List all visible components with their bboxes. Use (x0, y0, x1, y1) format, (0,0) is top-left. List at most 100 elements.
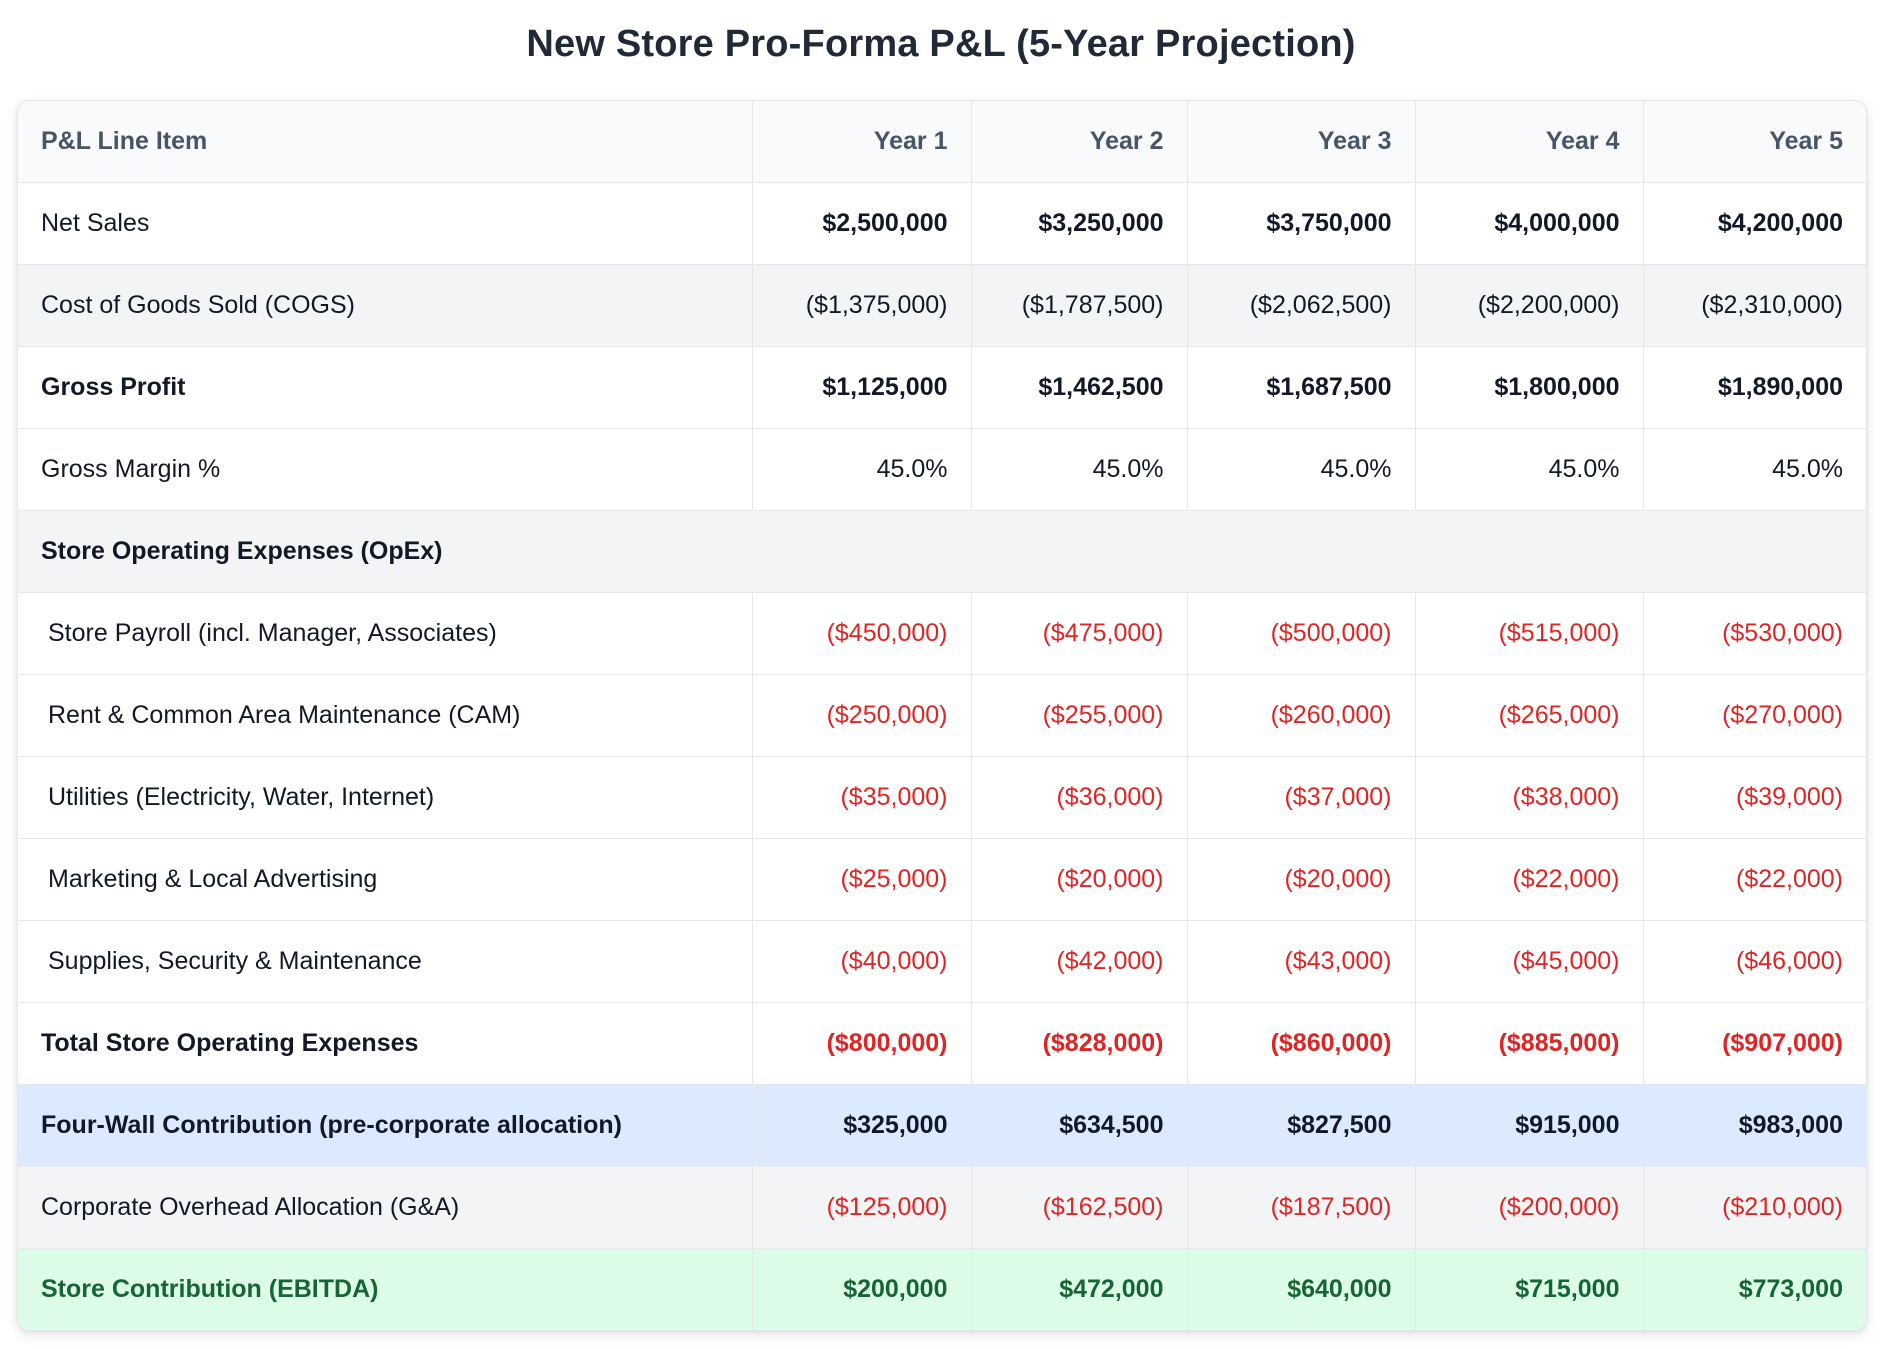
cell-value: ($255,000) (971, 674, 1188, 757)
cell-value: 45.0% (971, 428, 1188, 511)
cell-value: ($22,000) (1643, 838, 1866, 921)
cell-value: ($20,000) (971, 838, 1188, 921)
row-label: Supplies, Security & Maintenance (18, 920, 753, 1003)
cell-value: ($40,000) (752, 920, 972, 1003)
cell-value: ($260,000) (1187, 674, 1416, 757)
row-label: Four-Wall Contribution (pre-corporate al… (18, 1084, 753, 1167)
cell-value: $827,500 (1187, 1084, 1416, 1167)
cell-value: 45.0% (1415, 428, 1644, 511)
cell-value: ($250,000) (752, 674, 972, 757)
row-label: Cost of Goods Sold (COGS) (18, 264, 753, 347)
row-net-sales: Net Sales $2,500,000 $3,250,000 $3,750,0… (18, 182, 1866, 265)
row-label: Rent & Common Area Maintenance (CAM) (18, 674, 753, 757)
cell-value: ($1,375,000) (752, 264, 972, 347)
cell-value: ($270,000) (1643, 674, 1866, 757)
cell-value: $2,500,000 (752, 182, 972, 265)
cell-value: ($39,000) (1643, 756, 1866, 839)
cell-value: $1,462,500 (971, 346, 1188, 429)
cell-value: $3,750,000 (1187, 182, 1416, 265)
cell-value: ($2,200,000) (1415, 264, 1644, 347)
cell-value: ($36,000) (971, 756, 1188, 839)
cell-value: ($22,000) (1415, 838, 1644, 921)
row-store-payroll: Store Payroll (incl. Manager, Associates… (18, 592, 1866, 675)
cell-value: $325,000 (752, 1084, 972, 1167)
row-gross-margin: Gross Margin % 45.0% 45.0% 45.0% 45.0% 4… (18, 428, 1866, 511)
pl-table-card: P&L Line Item Year 1 Year 2 Year 3 Year … (17, 100, 1867, 1331)
cell-value: ($450,000) (752, 592, 972, 675)
cell-value: $715,000 (1415, 1248, 1644, 1330)
cell-value: ($530,000) (1643, 592, 1866, 675)
column-header-year-2: Year 2 (971, 101, 1188, 183)
row-label: Gross Profit (18, 346, 753, 429)
cell-value: ($25,000) (752, 838, 972, 921)
row-label: Store Payroll (incl. Manager, Associates… (18, 592, 753, 675)
cell-value: ($46,000) (1643, 920, 1866, 1003)
row-label: Gross Margin % (18, 428, 753, 511)
row-cogs: Cost of Goods Sold (COGS) ($1,375,000) (… (18, 264, 1866, 347)
row-corporate-overhead: Corporate Overhead Allocation (G&A) ($12… (18, 1166, 1866, 1249)
column-header-year-3: Year 3 (1187, 101, 1416, 183)
cell-value: ($162,500) (971, 1166, 1188, 1249)
cell-value: $983,000 (1643, 1084, 1866, 1167)
cell-value: ($500,000) (1187, 592, 1416, 675)
row-four-wall-contribution: Four-Wall Contribution (pre-corporate al… (18, 1084, 1866, 1167)
cell-value: ($37,000) (1187, 756, 1416, 839)
cell-value: $4,200,000 (1643, 182, 1866, 265)
cell-value: $640,000 (1187, 1248, 1416, 1330)
cell-value: ($200,000) (1415, 1166, 1644, 1249)
cell-value: ($2,310,000) (1643, 264, 1866, 347)
cell-value: 45.0% (1643, 428, 1866, 511)
section-heading: Store Operating Expenses (OpEx) (18, 510, 1866, 593)
row-label: Marketing & Local Advertising (18, 838, 753, 921)
column-header-year-4: Year 4 (1415, 101, 1644, 183)
cell-value: ($860,000) (1187, 1002, 1416, 1085)
cell-value: $1,800,000 (1415, 346, 1644, 429)
page-title: New Store Pro-Forma P&L (5-Year Projecti… (526, 23, 1356, 65)
cell-value: ($475,000) (971, 592, 1188, 675)
cell-value: ($210,000) (1643, 1166, 1866, 1249)
row-label: Net Sales (18, 182, 753, 265)
cell-value: 45.0% (1187, 428, 1416, 511)
row-marketing: Marketing & Local Advertising ($25,000) … (18, 838, 1866, 921)
cell-value: ($125,000) (752, 1166, 972, 1249)
cell-value: $1,125,000 (752, 346, 972, 429)
cell-value: ($38,000) (1415, 756, 1644, 839)
row-store-contribution-ebitda: Store Contribution (EBITDA) $200,000 $47… (18, 1248, 1866, 1330)
cell-value: $1,890,000 (1643, 346, 1866, 429)
cell-value: ($20,000) (1187, 838, 1416, 921)
row-label: Corporate Overhead Allocation (G&A) (18, 1166, 753, 1249)
cell-value: $634,500 (971, 1084, 1188, 1167)
cell-value: ($885,000) (1415, 1002, 1644, 1085)
pl-table: P&L Line Item Year 1 Year 2 Year 3 Year … (18, 101, 1866, 1330)
cell-value: ($515,000) (1415, 592, 1644, 675)
cell-value: ($45,000) (1415, 920, 1644, 1003)
table-header-row: P&L Line Item Year 1 Year 2 Year 3 Year … (18, 101, 1866, 183)
cell-value: $773,000 (1643, 1248, 1866, 1330)
row-gross-profit: Gross Profit $1,125,000 $1,462,500 $1,68… (18, 346, 1866, 429)
row-label: Store Contribution (EBITDA) (18, 1248, 753, 1330)
cell-value: 45.0% (752, 428, 972, 511)
row-total-opex: Total Store Operating Expenses ($800,000… (18, 1002, 1866, 1085)
cell-value: ($42,000) (971, 920, 1188, 1003)
cell-value: ($43,000) (1187, 920, 1416, 1003)
column-header-year-1: Year 1 (752, 101, 972, 183)
cell-value: $915,000 (1415, 1084, 1644, 1167)
row-section-opex: Store Operating Expenses (OpEx) (18, 510, 1866, 593)
column-header-year-5: Year 5 (1643, 101, 1866, 183)
cell-value: ($800,000) (752, 1002, 972, 1085)
cell-value: $472,000 (971, 1248, 1188, 1330)
cell-value: $3,250,000 (971, 182, 1188, 265)
cell-value: ($265,000) (1415, 674, 1644, 757)
cell-value: ($187,500) (1187, 1166, 1416, 1249)
row-utilities: Utilities (Electricity, Water, Internet)… (18, 756, 1866, 839)
row-label: Utilities (Electricity, Water, Internet) (18, 756, 753, 839)
row-supplies: Supplies, Security & Maintenance ($40,00… (18, 920, 1866, 1003)
cell-value: $4,000,000 (1415, 182, 1644, 265)
cell-value: ($1,787,500) (971, 264, 1188, 347)
row-rent-cam: Rent & Common Area Maintenance (CAM) ($2… (18, 674, 1866, 757)
cell-value: ($907,000) (1643, 1002, 1866, 1085)
cell-value: $200,000 (752, 1248, 972, 1330)
column-header-line-item: P&L Line Item (18, 101, 753, 183)
row-label: Total Store Operating Expenses (18, 1002, 753, 1085)
cell-value: ($2,062,500) (1187, 264, 1416, 347)
